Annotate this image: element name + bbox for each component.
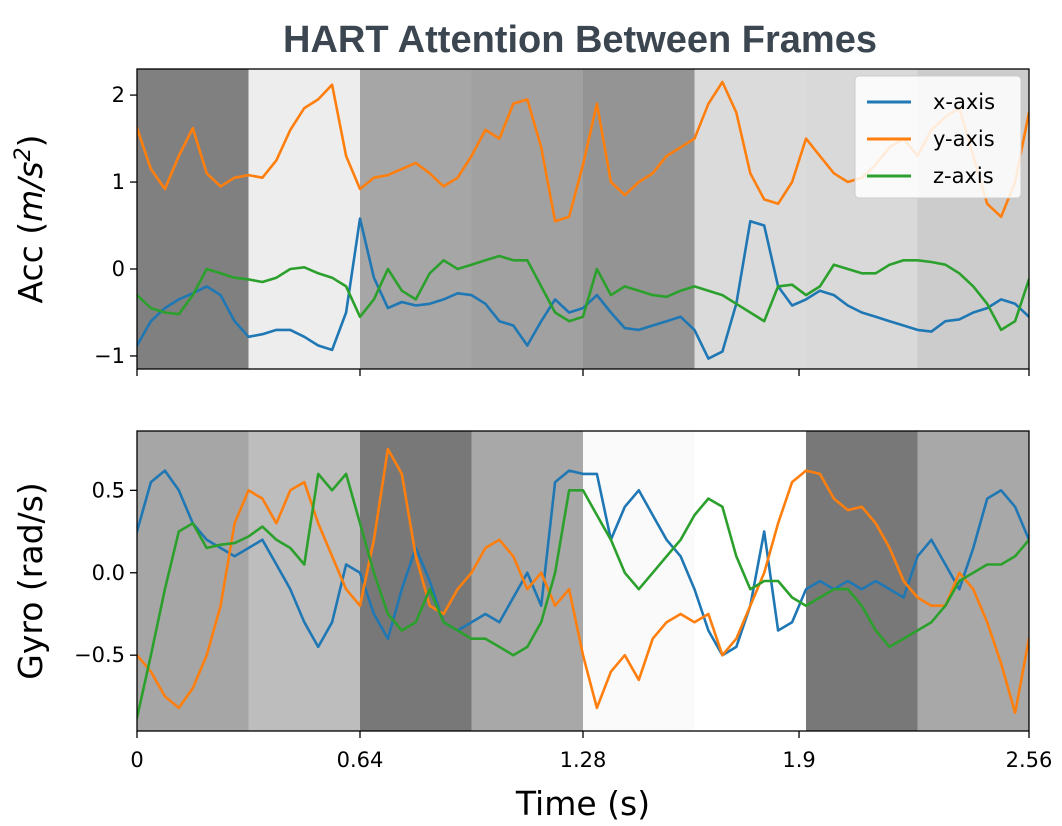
gyro-y-tick-label: 0.5 [92, 478, 125, 502]
acc-y-tick-label: 2 [112, 83, 125, 107]
chart-title: HART Attention Between Frames [283, 19, 877, 61]
acc-y-tick-label: −1 [94, 344, 125, 368]
x-tick-label: 2.56 [1006, 748, 1053, 772]
gyro-attention-frame-3 [360, 431, 472, 731]
acc-panel: −1 0 1 2 Acc (m/s2) x-axis y-axis z-axis [11, 68, 1030, 376]
legend-box [854, 75, 1022, 199]
panels: −1 0 1 2 Acc (m/s2) x-axis y-axis z-axis −0.5 0.0… [11, 68, 1053, 772]
gyro-y-tick-label: 0.0 [92, 561, 125, 585]
x-tick-label: 1.28 [560, 748, 607, 772]
gyro-attention-frame-5 [583, 431, 695, 731]
x-tick-label: 0 [130, 748, 143, 772]
gyro-attention-frame-4 [471, 431, 583, 731]
acc-attention-frame-1 [137, 69, 249, 369]
gyro-y-tick-label: −0.5 [74, 643, 125, 667]
gyro-series-z-axis [137, 472, 1029, 720]
gyro-series-x-axis [137, 469, 1029, 657]
acc-y-tick-label: 0 [112, 257, 125, 281]
x-axis-label: Time (s) [515, 784, 650, 823]
acc-y-axis-label: Acc (m/s2) [11, 135, 50, 304]
gyro-panel: −0.5 0.0 0.5 0 0.64 1.28 1.9 2.56 Gyro (rad/s) [11, 430, 1053, 772]
legend-label-x-axis: x-axis [933, 90, 995, 114]
x-tick-label: 1.9 [782, 748, 815, 772]
gyro-attention-frame-6 [694, 431, 806, 731]
acc-attention-frame-6 [694, 69, 806, 369]
acc-series-z-axis [137, 254, 1029, 332]
acc-series-x-axis [137, 217, 1029, 360]
gyro-series-y-axis [137, 447, 1029, 715]
acc-y-tick-label: 1 [112, 170, 125, 194]
gyro-y-axis-label: Gyro (rad/s) [11, 482, 50, 679]
gyro-attention-frame-7 [806, 431, 918, 731]
legend-label-z-axis: z-axis [933, 164, 994, 188]
x-tick-label: 0.64 [337, 748, 384, 772]
acc-attention-frame-3 [360, 69, 472, 369]
acc-attention-frame-2 [248, 69, 360, 369]
gyro-attention-frame-8 [917, 431, 1029, 731]
legend: x-axis y-axis z-axis [854, 75, 1022, 199]
legend-label-y-axis: y-axis [933, 127, 995, 151]
